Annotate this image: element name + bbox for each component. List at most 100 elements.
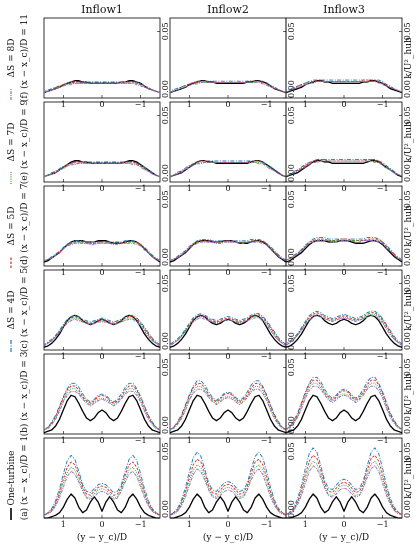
series-line-one-turbine bbox=[169, 314, 287, 348]
series-line--s-7d bbox=[43, 466, 161, 516]
x-tick-label: 0 bbox=[99, 352, 104, 361]
series-line--s-5d bbox=[285, 312, 403, 346]
series-line--s-4d bbox=[285, 447, 403, 516]
series-line--s-7d bbox=[43, 162, 161, 178]
x-tick-label: 1 bbox=[187, 352, 192, 361]
series-line--s-7d bbox=[169, 315, 287, 347]
x-tick-label: 1 bbox=[303, 520, 308, 529]
y-tick-label-group: 0.00 bbox=[287, 500, 296, 518]
panel-frame-r5-c3 bbox=[285, 353, 403, 435]
y-axis-label-text: k/U²_hub bbox=[404, 289, 414, 331]
y-tick-label: 0.05 bbox=[287, 358, 296, 376]
row-spacing-label-4: ΔS = 4D bbox=[7, 291, 17, 352]
series-line--s-8d bbox=[285, 385, 403, 430]
series-line--s-8d bbox=[43, 318, 161, 347]
panel-frame-r4-c3 bbox=[285, 269, 403, 351]
panel-frame-r2-c2 bbox=[169, 101, 287, 183]
legend-entry: One-turbine bbox=[7, 450, 17, 505]
y-tick-label-group: 0.05 bbox=[287, 442, 296, 460]
y-axis-label-text: k/U²_hub bbox=[404, 457, 414, 499]
panel-frame-r2-c1 bbox=[43, 101, 161, 183]
y-tick-label-group: 0.05 bbox=[161, 274, 170, 292]
x-tick-label: 0 bbox=[341, 268, 346, 277]
x-tick-label: 1 bbox=[303, 352, 308, 361]
x-tick-label: −1 bbox=[377, 268, 389, 277]
y-tick-label-group: 0.00 bbox=[161, 164, 170, 182]
x-tick-label: 0 bbox=[225, 184, 230, 193]
legend-entry: ΔS = 8D bbox=[7, 39, 17, 78]
x-tick-label: 1 bbox=[61, 184, 66, 193]
row-position-label-4: (c) (x − x_c)/D = 5 bbox=[19, 268, 30, 352]
y-tick-label: 0.00 bbox=[161, 164, 170, 182]
x-tick-label: 0 bbox=[341, 436, 346, 445]
panel-frame-r4-c2 bbox=[169, 269, 287, 351]
row-position-label-1: (f) (x − x_c)/D = 11 bbox=[19, 14, 30, 102]
x-tick-label: 0 bbox=[341, 100, 346, 109]
x-tick-label: 1 bbox=[187, 520, 192, 529]
y-tick-label-group: 0.00 bbox=[161, 80, 170, 98]
series-line-one-turbine bbox=[285, 394, 403, 434]
series-line-one-turbine bbox=[286, 493, 402, 519]
y-tick-label-group: 0.00 bbox=[287, 80, 296, 98]
row-position-label-2: (e) (x − x_c)/D = 9 bbox=[19, 100, 30, 185]
y-tick-label: 0.05 bbox=[403, 358, 412, 376]
x-tick-label: 0 bbox=[341, 520, 346, 529]
y-axis-label-text: k/U²_hub bbox=[404, 37, 414, 79]
y-tick-label-group: 0.00 bbox=[161, 500, 170, 518]
column-title-2: Inflow2 bbox=[207, 3, 249, 16]
x-tick-label: 0 bbox=[341, 184, 346, 193]
x-tick-label: 0 bbox=[99, 100, 104, 109]
series-line--s-4d bbox=[169, 313, 287, 345]
y-tick-label: 0.05 bbox=[287, 442, 296, 460]
y-tick-label-group: 0.05 bbox=[403, 358, 412, 376]
y-tick-label-group: 0.00 bbox=[403, 416, 412, 434]
y-tick-label-group: 0.05 bbox=[161, 190, 170, 208]
series-line--s-5d bbox=[285, 238, 403, 261]
series-line--s-5d bbox=[43, 385, 161, 431]
series-line--s-7d bbox=[43, 317, 161, 347]
x-tick-label: 0 bbox=[225, 268, 230, 277]
series-line--s-8d bbox=[169, 241, 287, 261]
x-tick-label: 0 bbox=[341, 352, 346, 361]
series-line--s-7d bbox=[169, 464, 287, 516]
y-tick-label: 0.05 bbox=[403, 106, 412, 124]
y-axis-label-2: k/U²_hub bbox=[404, 121, 414, 163]
row-position-text: (c) (x − x_c)/D = 5 bbox=[19, 268, 30, 352]
x-tick-label: −1 bbox=[135, 436, 147, 445]
series-line--s-5d bbox=[285, 454, 403, 516]
y-axis-label-6: k/U²_hub bbox=[404, 457, 414, 499]
series-line--s-4d bbox=[169, 160, 287, 177]
x-axis-label-2: (y − y_c)/D bbox=[203, 532, 253, 543]
series-line--s-4d bbox=[43, 454, 161, 516]
x-tick-label: 1 bbox=[303, 184, 308, 193]
y-tick-label-group: 0.00 bbox=[287, 164, 296, 182]
series-line--s-5d bbox=[285, 379, 403, 430]
legend-entry: ΔS = 4D bbox=[7, 291, 17, 330]
row-position-label-5: (b) (x − x_c)/D = 3 bbox=[19, 351, 30, 436]
x-tick-label: −1 bbox=[261, 520, 273, 529]
y-tick-label-group: 0.05 bbox=[287, 190, 296, 208]
series-line--s-8d bbox=[169, 161, 287, 177]
y-axis-label-5: k/U²_hub bbox=[404, 373, 414, 415]
y-axis-label-3: k/U²_hub bbox=[404, 205, 414, 247]
y-tick-label: 0.05 bbox=[403, 190, 412, 208]
panel-frame-r2-c3 bbox=[285, 101, 403, 183]
series-line--s-7d bbox=[43, 241, 161, 262]
x-tick-label: 1 bbox=[303, 268, 308, 277]
series-line--s-8d bbox=[43, 390, 161, 431]
series-line--s-8d bbox=[285, 315, 403, 346]
x-tick-label: 1 bbox=[61, 268, 66, 277]
y-tick-label-group: 0.05 bbox=[403, 274, 412, 292]
x-axis-label-3: (y − y_c)/D bbox=[319, 532, 369, 543]
x-tick-label: 0 bbox=[225, 520, 230, 529]
y-tick-label: 0.00 bbox=[161, 416, 170, 434]
y-tick-label: 0.05 bbox=[403, 22, 412, 40]
series-line--s-5d bbox=[285, 79, 403, 93]
y-tick-label: 0.00 bbox=[403, 416, 412, 434]
series-line--s-8d bbox=[285, 81, 403, 93]
y-tick-label: 0.00 bbox=[403, 500, 412, 518]
x-tick-label: 1 bbox=[187, 184, 192, 193]
series-line--s-8d bbox=[43, 470, 161, 516]
x-tick-label: −1 bbox=[377, 352, 389, 361]
